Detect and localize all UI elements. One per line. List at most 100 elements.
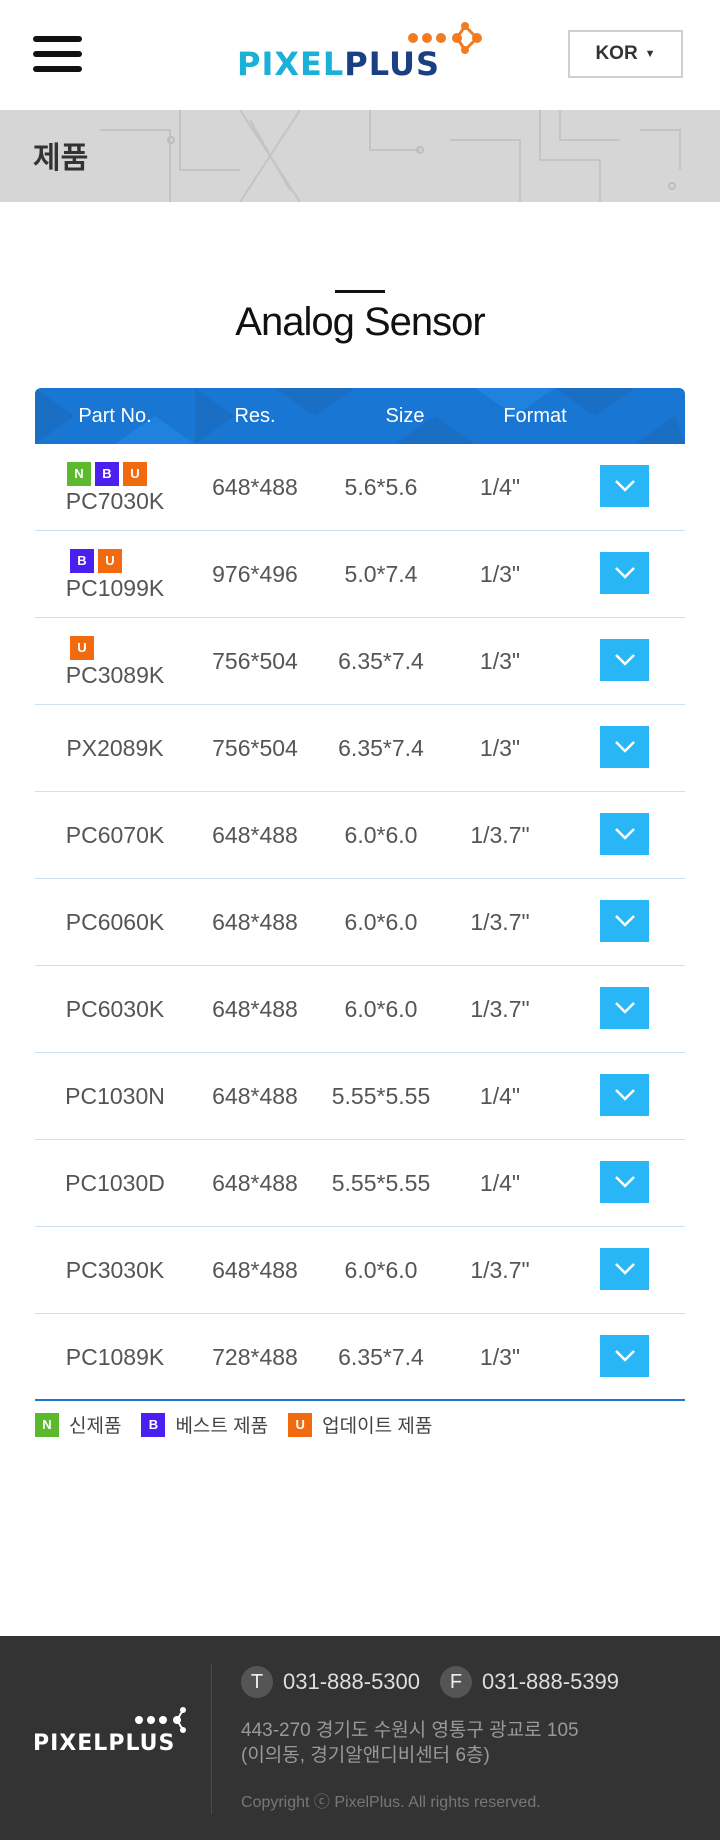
size-cell: 5.55*5.55 bbox=[331, 1170, 431, 1196]
expand-row-button[interactable] bbox=[600, 639, 649, 681]
badge-b: B bbox=[95, 462, 119, 486]
format-cell: 1/3.7" bbox=[470, 909, 530, 935]
language-label: KOR bbox=[595, 43, 638, 64]
chevron-down-icon bbox=[614, 741, 635, 753]
chevron-down-icon bbox=[614, 1263, 635, 1275]
table-row: PC1030D 648*488 5.55*5.55 1/4" bbox=[35, 1140, 685, 1227]
part-number-cell: PC6070K bbox=[65, 822, 165, 848]
size-cell: 6.0*6.0 bbox=[344, 909, 418, 935]
format-cell: 1/3.7" bbox=[470, 1257, 530, 1283]
resolution-cell: 648*488 bbox=[212, 1083, 298, 1109]
chevron-down-icon bbox=[614, 654, 635, 666]
expand-row-button[interactable] bbox=[600, 1248, 649, 1290]
size-cell: 5.55*5.55 bbox=[331, 1083, 431, 1109]
section-title: Analog Sensor bbox=[235, 300, 485, 344]
resolution-cell: 976*496 bbox=[212, 561, 298, 587]
page-banner: 제품 bbox=[0, 110, 720, 202]
badge-new: N bbox=[35, 1412, 59, 1437]
header-pattern bbox=[35, 388, 685, 444]
size-cell: 5.0*7.4 bbox=[344, 561, 418, 587]
legend-update: U 업데이트 제품 bbox=[288, 1411, 432, 1438]
column-header-res: Res. bbox=[234, 405, 276, 427]
part-number-cell: PC1089K bbox=[65, 1344, 165, 1370]
format-cell: 1/4" bbox=[479, 1083, 521, 1109]
caret-down-icon: ▼ bbox=[644, 48, 656, 60]
format-cell: 1/3" bbox=[479, 1344, 521, 1370]
address-line-1: 443-270 경기도 수원시 영통구 광교로 105 bbox=[241, 1720, 579, 1741]
part-number-cell: B U PC1099K bbox=[35, 531, 195, 617]
chevron-down-icon bbox=[614, 828, 635, 840]
expand-row-button[interactable] bbox=[600, 1074, 649, 1116]
column-header-part: Part No. bbox=[78, 405, 152, 427]
legend-new: N 신제품 bbox=[35, 1411, 121, 1438]
footer-logo-dots-icon bbox=[135, 1707, 186, 1733]
expand-row-button[interactable] bbox=[600, 465, 649, 507]
logo-plus: PLUS bbox=[344, 45, 441, 83]
menu-icon[interactable] bbox=[33, 36, 83, 74]
table-row: PC6060K 648*488 6.0*6.0 1/3.7" bbox=[35, 879, 685, 966]
legend-best: B 베스트 제품 bbox=[141, 1411, 268, 1438]
chevron-down-icon bbox=[614, 915, 635, 927]
footer-logo: PIXELPLUS bbox=[33, 1706, 193, 1756]
resolution-cell: 648*488 bbox=[212, 822, 298, 848]
part-number: PC3089K bbox=[65, 662, 165, 688]
size-cell: 6.35*7.4 bbox=[338, 648, 424, 674]
part-number-cell: PC1030D bbox=[65, 1170, 165, 1196]
expand-row-button[interactable] bbox=[600, 552, 649, 594]
expand-row-button[interactable] bbox=[600, 813, 649, 855]
format-cell: 1/4" bbox=[479, 474, 521, 500]
column-header-size: Size bbox=[385, 405, 425, 427]
copyright: Copyright ⓒ PixelPlus. All rights reserv… bbox=[241, 1794, 541, 1811]
tel-icon: T bbox=[241, 1666, 273, 1698]
chevron-down-icon bbox=[614, 1089, 635, 1101]
expand-row-button[interactable] bbox=[600, 726, 649, 768]
expand-row-button[interactable] bbox=[600, 900, 649, 942]
part-number: PC7030K bbox=[65, 488, 165, 514]
chevron-down-icon bbox=[614, 1002, 635, 1014]
part-number-cell: PC3030K bbox=[65, 1257, 165, 1283]
size-cell: 6.0*6.0 bbox=[344, 822, 418, 848]
title-divider bbox=[335, 290, 385, 293]
badge-best: B bbox=[141, 1412, 166, 1437]
footer-logo-text: PIXELPLUS bbox=[33, 1731, 176, 1756]
resolution-cell: 648*488 bbox=[212, 474, 298, 500]
size-cell: 6.0*6.0 bbox=[344, 996, 418, 1022]
part-number-cell: U PC3089K bbox=[35, 618, 195, 704]
table-row: N B U PC7030K 648*488 5.6*5.6 1/4" bbox=[35, 444, 685, 531]
part-number-cell: N B U PC7030K bbox=[35, 444, 195, 530]
logo-pixel: PIXEL bbox=[237, 45, 345, 83]
size-cell: 6.35*7.4 bbox=[338, 735, 424, 761]
legend-best-label: 베스트 제품 bbox=[175, 1416, 269, 1437]
language-select[interactable]: KOR ▼ bbox=[568, 30, 683, 78]
size-cell: 5.6*5.6 bbox=[344, 474, 418, 500]
table-row: PC1030N 648*488 5.55*5.55 1/4" bbox=[35, 1053, 685, 1140]
column-header-format: Format bbox=[503, 405, 567, 427]
table-row: PC6030K 648*488 6.0*6.0 1/3.7" bbox=[35, 966, 685, 1053]
footer-fax: 031-888-5399 bbox=[482, 1669, 620, 1694]
resolution-cell: 648*488 bbox=[212, 1170, 298, 1196]
format-cell: 1/3" bbox=[479, 648, 521, 674]
badge-update: U bbox=[288, 1412, 313, 1437]
badge-n: N bbox=[67, 462, 91, 486]
chevron-down-icon bbox=[614, 480, 635, 492]
format-cell: 1/3" bbox=[479, 735, 521, 761]
table-row: PC1089K 728*488 6.35*7.4 1/3" bbox=[35, 1314, 685, 1401]
badge-u: U bbox=[70, 636, 94, 660]
expand-row-button[interactable] bbox=[600, 1335, 649, 1377]
footer-tel[interactable]: 031-888-5300 bbox=[283, 1669, 421, 1694]
resolution-cell: 648*488 bbox=[212, 996, 298, 1022]
part-number-cell: PC6060K bbox=[65, 909, 165, 935]
legend-update-label: 업데이트 제품 bbox=[322, 1416, 433, 1437]
legend-new-label: 신제품 bbox=[69, 1416, 122, 1437]
pixelplus-logo[interactable]: PIXELPLUS bbox=[237, 22, 483, 84]
expand-row-button[interactable] bbox=[600, 987, 649, 1029]
site-header: PIXELPLUS KOR ▼ bbox=[0, 0, 720, 110]
resolution-cell: 756*504 bbox=[212, 735, 298, 761]
fax-icon: F bbox=[440, 1666, 473, 1698]
resolution-cell: 648*488 bbox=[212, 909, 298, 935]
expand-row-button[interactable] bbox=[600, 1161, 649, 1203]
chevron-down-icon bbox=[614, 1176, 635, 1188]
address-line-2: (이의동, 경기알앤디비센터 6층) bbox=[241, 1745, 490, 1766]
